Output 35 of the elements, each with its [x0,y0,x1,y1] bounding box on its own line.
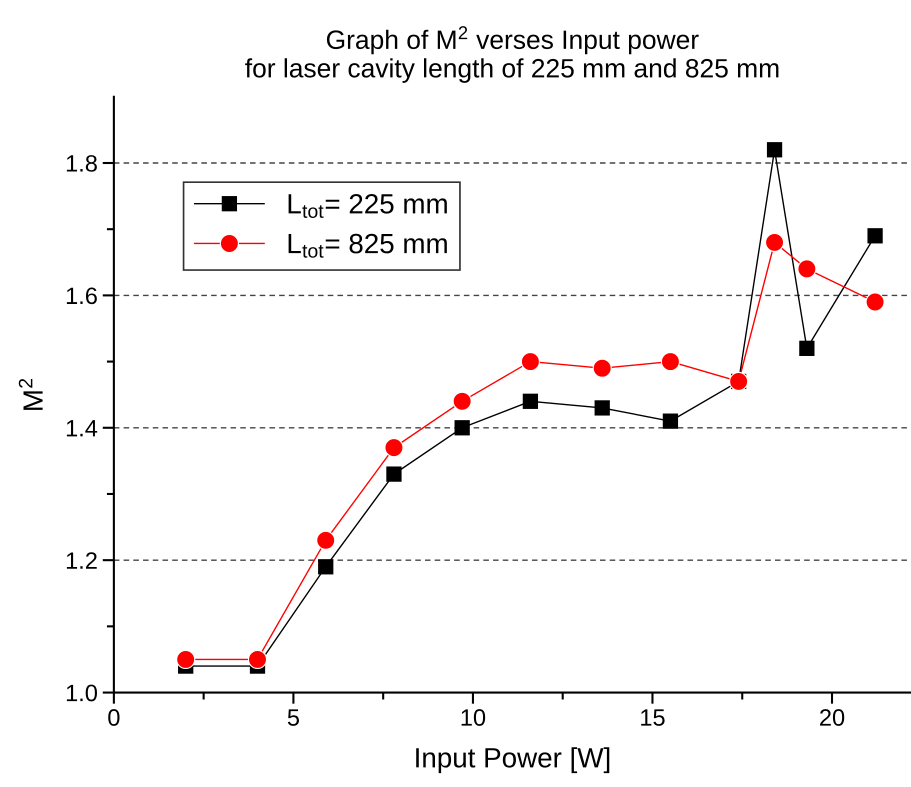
point [176,650,196,670]
point [592,358,612,378]
x-tick-label: 5 [288,709,299,726]
x-axis-title: Input Power [W] [416,747,610,774]
x-tick-label: 0 [108,709,120,726]
point [594,400,610,416]
point [520,352,540,372]
point [318,559,334,574]
point [866,292,885,312]
y-axis-title: M$^{2}$ [18,378,43,410]
point [799,340,815,356]
x-tick-label: 15 [641,709,665,726]
point [248,650,268,670]
point [522,394,538,409]
point [797,259,816,278]
point [662,414,678,429]
y-tick-label: 1.2 [66,552,97,569]
y-tick-label: 1.8 [66,155,97,172]
point [766,142,782,158]
point [386,466,402,482]
chart-title: Graph of M$^{2}$ verses Input power for laser cavity length of 225 mm and 825 mm [245,26,778,83]
point [454,420,470,436]
y-tick-label: 1.4 [66,420,98,436]
x-tick-label: 10 [462,709,486,726]
point [867,228,883,244]
x-tick-label: 20 [820,709,844,726]
legend-label: L$_{tot}$= 225 mm [288,194,447,218]
point [316,530,336,550]
point [384,438,404,458]
point [660,352,680,372]
y-tick-label: 1.0 [66,684,97,702]
point [764,232,784,252]
legend-label: L$_{tot}$= 825 mm [288,234,447,258]
point [452,392,472,411]
y-tick-label: 1.6 [66,287,97,304]
